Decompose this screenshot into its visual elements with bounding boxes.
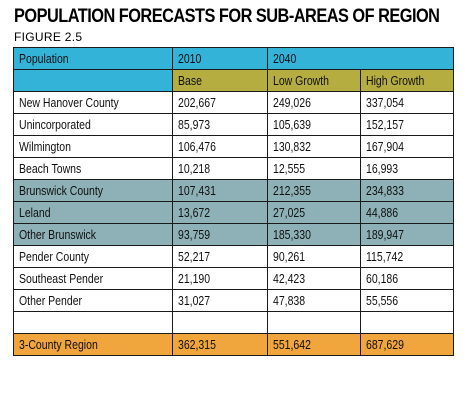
table-row: Other Pender 31,027 47,838 55,556 (13, 289, 454, 312)
table-row: Other Brunswick 93,759 185,330 189,947 (13, 223, 454, 246)
base-2010-cell: 13,672 (172, 201, 268, 224)
base-2010-cell: 52,217 (172, 245, 268, 268)
low-growth-2040-cell: 105,639 (267, 113, 361, 136)
header-year-2040: 2040 (267, 47, 454, 70)
high-growth-2040-cell: 167,904 (360, 135, 454, 158)
area-name-cell: Other Brunswick (13, 223, 173, 246)
figure-title: POPULATION FORECASTS FOR SUB-AREAS OF RE… (14, 6, 440, 27)
area-name-cell: Leland (13, 201, 173, 224)
empty-cell (267, 311, 361, 334)
table-row: Wilmington 106,476 130,832 167,904 (13, 135, 454, 158)
header-year-2010: 2010 (172, 47, 268, 70)
header-high-growth: High Growth (360, 69, 454, 92)
low-growth-2040-cell: 90,261 (267, 245, 361, 268)
low-growth-2040-cell: 12,555 (267, 157, 361, 180)
area-name-cell: New Hanover County (13, 91, 173, 114)
header-low-growth: Low Growth (267, 69, 361, 92)
area-name-cell: 3-County Region (13, 333, 173, 356)
header-base: Base (172, 69, 268, 92)
high-growth-2040-cell: 189,947 (360, 223, 454, 246)
low-growth-2040-cell: 212,355 (267, 179, 361, 202)
table-row: Leland 13,672 27,025 44,886 (13, 201, 454, 224)
high-growth-2040-cell: 44,886 (360, 201, 454, 224)
base-2010-cell: 85,973 (172, 113, 268, 136)
low-growth-2040-cell: 42,423 (267, 267, 361, 290)
high-growth-2040-cell: 16,993 (360, 157, 454, 180)
area-name-cell: Wilmington (13, 135, 173, 158)
base-2010-cell: 202,667 (172, 91, 268, 114)
table-row: Pender County 52,217 90,261 115,742 (13, 245, 454, 268)
high-growth-2040-cell: 115,742 (360, 245, 454, 268)
table-row: Beach Towns 10,218 12,555 16,993 (13, 157, 454, 180)
spacer-row (13, 311, 454, 334)
base-2010-cell: 93,759 (172, 223, 268, 246)
header-row-years: Population 2010 2040 (13, 47, 454, 70)
base-2010-cell: 106,476 (172, 135, 268, 158)
total-row: 3-County Region 362,315 551,642 687,629 (13, 333, 454, 356)
area-name-cell: Brunswick County (13, 179, 173, 202)
header-population: Population (13, 47, 173, 70)
empty-cell (172, 311, 268, 334)
low-growth-2040-cell: 27,025 (267, 201, 361, 224)
empty-cell (360, 311, 454, 334)
low-growth-2040-cell: 249,026 (267, 91, 361, 114)
header-empty-cell (13, 69, 173, 92)
low-growth-2040-cell: 47,838 (267, 289, 361, 312)
low-growth-2040-cell: 130,832 (267, 135, 361, 158)
low-growth-2040-cell: 185,330 (267, 223, 361, 246)
population-forecast-table: Population 2010 2040 Base Low Growth Hig… (13, 47, 454, 356)
base-2010-cell: 107,431 (172, 179, 268, 202)
area-name-cell: Other Pender (13, 289, 173, 312)
area-name-cell: Beach Towns (13, 157, 173, 180)
high-growth-2040-cell: 687,629 (360, 333, 454, 356)
area-name-cell: Unincorporated (13, 113, 173, 136)
base-2010-cell: 362,315 (172, 333, 268, 356)
figure-label: FIGURE 2.5 (14, 30, 83, 44)
table-row: Southeast Pender 21,190 42,423 60,186 (13, 267, 454, 290)
high-growth-2040-cell: 60,186 (360, 267, 454, 290)
table-row: New Hanover County 202,667 249,026 337,054 (13, 91, 454, 114)
empty-cell (13, 311, 173, 334)
table-row: Brunswick County 107,431 212,355 234,833 (13, 179, 454, 202)
area-name-cell: Southeast Pender (13, 267, 173, 290)
base-2010-cell: 31,027 (172, 289, 268, 312)
area-name-cell: Pender County (13, 245, 173, 268)
base-2010-cell: 10,218 (172, 157, 268, 180)
high-growth-2040-cell: 55,556 (360, 289, 454, 312)
base-2010-cell: 21,190 (172, 267, 268, 290)
header-row-scenarios: Base Low Growth High Growth (13, 69, 454, 92)
low-growth-2040-cell: 551,642 (267, 333, 361, 356)
high-growth-2040-cell: 234,833 (360, 179, 454, 202)
high-growth-2040-cell: 337,054 (360, 91, 454, 114)
high-growth-2040-cell: 152,157 (360, 113, 454, 136)
table-row: Unincorporated 85,973 105,639 152,157 (13, 113, 454, 136)
